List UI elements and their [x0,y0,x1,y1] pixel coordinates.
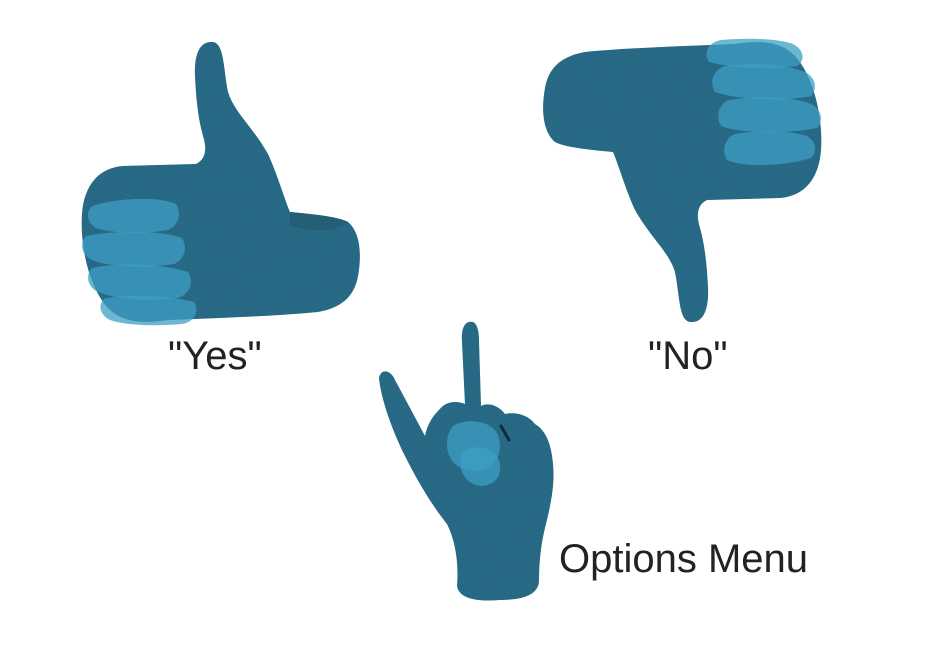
yes-label: "Yes" [168,334,262,378]
horns-hand-icon [375,318,560,603]
no-label: "No" [648,334,728,378]
thumbs-down-icon [540,36,825,328]
options-menu-label: Options Menu [559,537,809,581]
thumbs-up-icon [78,36,363,328]
